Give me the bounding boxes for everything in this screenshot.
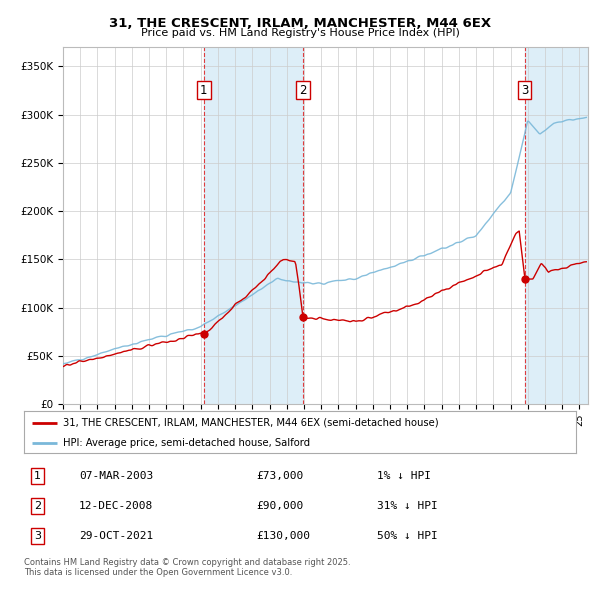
Text: 2: 2 [34,501,41,511]
Text: Contains HM Land Registry data © Crown copyright and database right 2025.: Contains HM Land Registry data © Crown c… [24,558,350,567]
Text: HPI: Average price, semi-detached house, Salford: HPI: Average price, semi-detached house,… [62,438,310,447]
Text: 3: 3 [521,84,529,97]
Text: Price paid vs. HM Land Registry's House Price Index (HPI): Price paid vs. HM Land Registry's House … [140,28,460,38]
Text: 3: 3 [34,531,41,541]
Text: 2: 2 [299,84,307,97]
Bar [525,47,588,404]
Text: This data is licensed under the Open Government Licence v3.0.: This data is licensed under the Open Gov… [24,568,292,576]
Text: £73,000: £73,000 [256,471,303,481]
Text: 1: 1 [34,471,41,481]
Text: 50% ↓ HPI: 50% ↓ HPI [377,531,438,541]
Text: 31% ↓ HPI: 31% ↓ HPI [377,501,438,511]
Text: 31, THE CRESCENT, IRLAM, MANCHESTER, M44 6EX (semi-detached house): 31, THE CRESCENT, IRLAM, MANCHESTER, M44… [62,418,438,428]
Text: 29-OCT-2021: 29-OCT-2021 [79,531,154,541]
Text: 12-DEC-2008: 12-DEC-2008 [79,501,154,511]
Text: 1: 1 [200,84,208,97]
Text: 07-MAR-2003: 07-MAR-2003 [79,471,154,481]
Text: 31, THE CRESCENT, IRLAM, MANCHESTER, M44 6EX: 31, THE CRESCENT, IRLAM, MANCHESTER, M44… [109,17,491,30]
Text: £90,000: £90,000 [256,501,303,511]
Text: £130,000: £130,000 [256,531,310,541]
Text: 1% ↓ HPI: 1% ↓ HPI [377,471,431,481]
Bar [204,47,303,404]
